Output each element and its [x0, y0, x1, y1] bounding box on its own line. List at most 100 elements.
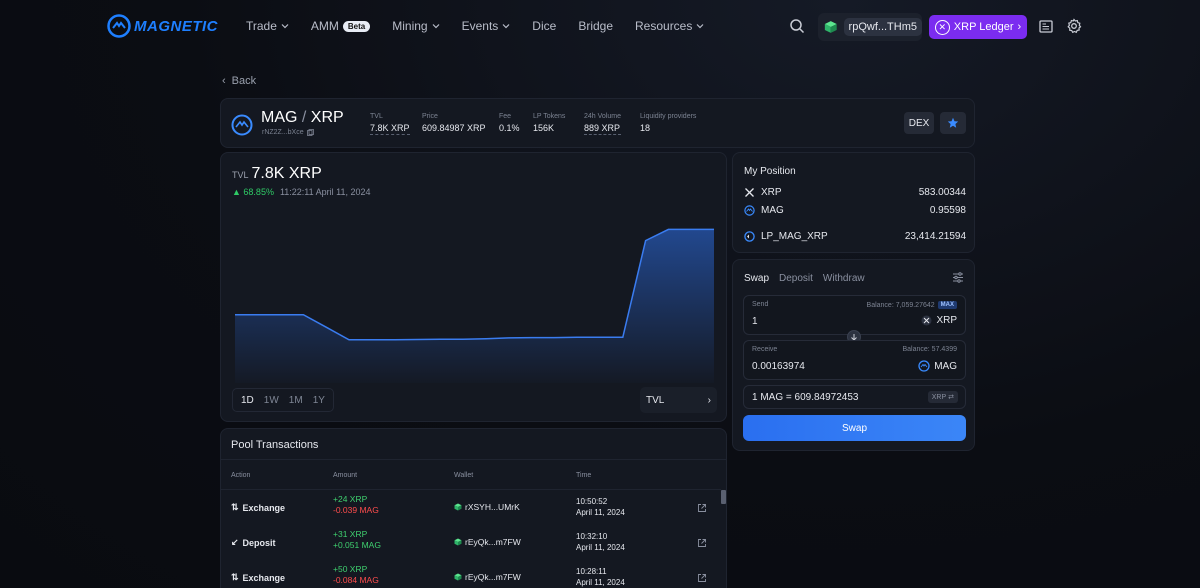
- menu-bridge[interactable]: Bridge: [578, 19, 613, 33]
- back-link[interactable]: ‹ Back: [222, 75, 256, 87]
- menu-resources[interactable]: Resources: [635, 19, 704, 33]
- area-fill: [235, 229, 714, 383]
- chevron-left-icon: ‹: [222, 75, 226, 87]
- sliders-icon[interactable]: [952, 272, 964, 283]
- range-tab-1m[interactable]: 1M: [288, 394, 303, 406]
- dex-button[interactable]: DEX: [904, 112, 934, 134]
- stat-price: Price 609.84987 XRP: [422, 113, 486, 133]
- stat-lp-tokens: LP Tokens 156K: [533, 113, 565, 133]
- stat-value: 7.8K XRP: [370, 123, 410, 135]
- rate-toggle-label: XRP: [931, 393, 947, 401]
- menu-trade-label: Trade: [246, 19, 277, 33]
- deposit-arrow-icon: ↙: [231, 537, 239, 547]
- tvl-change-value: 68.85%: [243, 187, 274, 197]
- tx-action: ↙ Deposit: [231, 537, 276, 548]
- column-header-amount: Amount: [333, 472, 358, 479]
- position-amount: 583.00344: [918, 187, 966, 198]
- receive-balance: Balance: 57.4399: [903, 346, 958, 353]
- magnetic-logo[interactable]: MAGNETIC: [106, 13, 218, 39]
- menu-trade[interactable]: Trade: [246, 19, 289, 33]
- stat-label: Liquidity providers: [640, 113, 697, 120]
- exchange-icon: ⇅: [231, 572, 239, 582]
- stat-label: TVL: [370, 113, 383, 120]
- menu-mining[interactable]: Mining: [392, 19, 440, 33]
- tvl-area-chart[interactable]: [221, 203, 727, 383]
- send-token-label: XRP: [936, 315, 957, 326]
- tab-deposit[interactable]: Deposit: [779, 273, 813, 284]
- tx-action: ⇅ Exchange: [231, 502, 285, 513]
- menu-amm[interactable]: AMM Beta: [311, 19, 371, 33]
- network-button[interactable]: ✕ XRP Ledger ›: [929, 15, 1027, 39]
- pair-address[interactable]: rNZ2Z...bXce: [262, 129, 314, 136]
- metric-select[interactable]: TVL ›: [640, 387, 717, 413]
- tab-swap[interactable]: Swap: [744, 273, 770, 284]
- position-row-mag: MAG 0.95598: [744, 205, 966, 216]
- external-link-icon[interactable]: [697, 503, 707, 513]
- stat-value: 0.1%: [499, 123, 520, 133]
- menu-resources-label: Resources: [635, 19, 693, 33]
- tx-wallet[interactable]: rXSYH...UMrK: [454, 502, 520, 512]
- table-row: ⇅ Exchange +24 XRP -0.039 MAG rXSYH...UMr…: [221, 491, 721, 526]
- swap-button[interactable]: Swap: [743, 415, 966, 441]
- menu-dice-label: Dice: [532, 19, 557, 33]
- wallet-cube-icon: [454, 573, 462, 581]
- tvl-change: ▲ 68.85%: [232, 187, 274, 197]
- news-icon[interactable]: [1039, 20, 1053, 33]
- wallet-address: rpQwf...THm5: [843, 18, 922, 36]
- menu-events[interactable]: Events: [462, 19, 511, 33]
- range-tab-1y[interactable]: 1Y: [312, 394, 325, 406]
- stat-value: 889 XRP: [584, 123, 621, 135]
- network-label: XRP Ledger: [953, 21, 1014, 33]
- tx-wallet[interactable]: rEyQk...m7FW: [454, 537, 521, 547]
- chevron-right-icon: ›: [1017, 21, 1022, 33]
- position-row-xrp: XRP 583.00344: [744, 187, 966, 198]
- tx-wallet-address: rXSYH...UMrK: [465, 502, 520, 512]
- external-link-icon[interactable]: [697, 573, 707, 583]
- send-amount-input[interactable]: 1: [752, 316, 758, 327]
- menu-dice[interactable]: Dice: [532, 19, 556, 33]
- max-button[interactable]: MAX: [937, 301, 957, 309]
- tx-amount-2: +0.051 MAG: [333, 540, 381, 550]
- range-tab-1d[interactable]: 1D: [241, 394, 254, 406]
- favorite-button[interactable]: [940, 112, 966, 134]
- chevron-down-icon: [502, 24, 510, 29]
- menu-events-label: Events: [461, 19, 499, 33]
- tx-wallet-address: rEyQk...m7FW: [465, 537, 521, 547]
- rate-toggle[interactable]: XRP ⇄: [927, 391, 958, 403]
- logo-text: MAGNETIC: [134, 17, 218, 35]
- tx-wallet[interactable]: rEyQk...m7FW: [454, 572, 521, 582]
- tvl-chart-card: TVL 7.8K XRP ▲ 68.85% 11:22:11 April 11,…: [220, 152, 727, 422]
- tx-amount-1: +31 XRP: [333, 529, 368, 539]
- tvl-subheader: ▲ 68.85% 11:22:11 April 11, 2024: [232, 187, 371, 197]
- wallet-cube-icon: [454, 538, 462, 546]
- table-row: ⇅ Exchange +50 XRP -0.084 MAG rEyQk...m7F…: [221, 561, 721, 588]
- gear-icon[interactable]: [1066, 18, 1082, 34]
- chevron-down-icon: [281, 24, 289, 29]
- wallet-cube-icon: [454, 503, 462, 511]
- column-header-wallet: Wallet: [454, 472, 474, 479]
- external-link-icon[interactable]: [697, 538, 707, 548]
- search-icon[interactable]: [789, 18, 805, 34]
- mag-token-icon: [744, 205, 755, 216]
- scrollbar-thumb[interactable]: [721, 490, 726, 504]
- lp-token-icon: [744, 231, 755, 242]
- beta-badge: Beta: [342, 20, 371, 32]
- send-balance-text: Balance: 7,059.27642: [866, 301, 935, 309]
- tab-withdraw[interactable]: Withdraw: [822, 273, 865, 284]
- wallet-button[interactable]: rpQwf...THm5: [818, 13, 922, 41]
- tx-action-label: Exchange: [242, 502, 286, 513]
- send-token[interactable]: XRP: [921, 315, 957, 326]
- rate-text: 1 MAG = 609.84972453: [752, 392, 859, 403]
- range-tab-1w[interactable]: 1W: [263, 394, 279, 406]
- tx-amount: +50 XRP -0.084 MAG: [333, 564, 379, 586]
- tx-time-clock: 10:32:10: [576, 532, 608, 541]
- send-label: Send: [752, 301, 769, 308]
- position-title: My Position: [744, 166, 796, 177]
- position-row-lp: LP_MAG_XRP 23,414.21594: [744, 231, 966, 242]
- copy-icon[interactable]: [306, 129, 314, 136]
- tvl-label: TVL: [232, 170, 249, 180]
- divider: [221, 459, 726, 460]
- receive-token[interactable]: MAG: [918, 360, 957, 372]
- position-token: XRP: [761, 187, 782, 198]
- stat-fee: Fee 0.1%: [499, 113, 520, 133]
